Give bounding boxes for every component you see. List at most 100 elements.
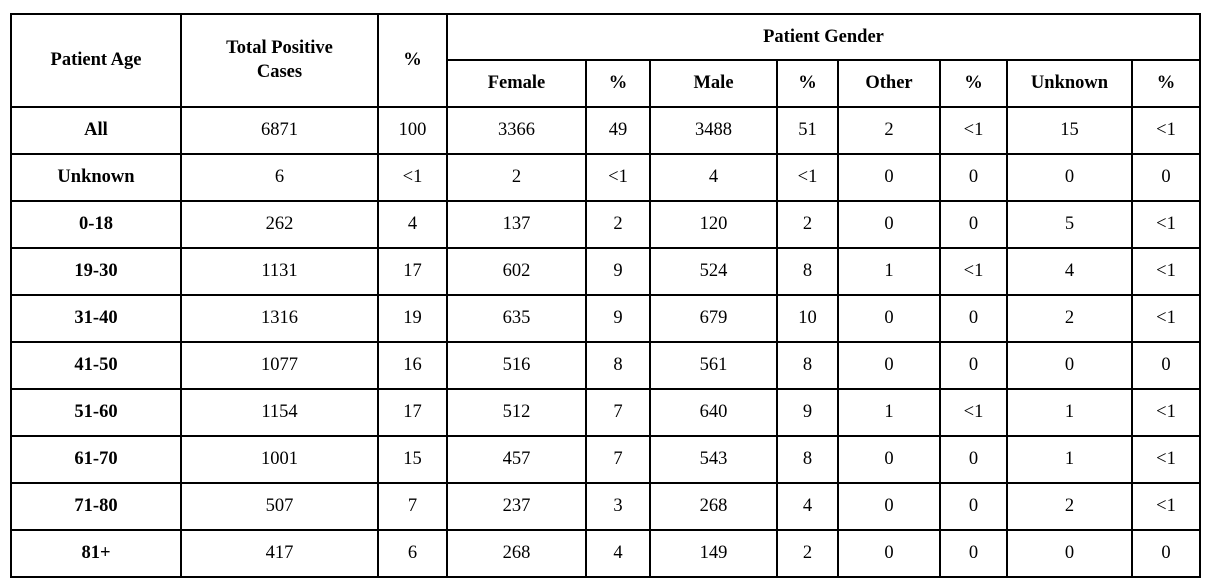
table-header: Patient Age Total Positive Cases % Patie… [10,13,1201,108]
table-row: 81+ 417 6 268 4 149 2 0 0 0 0 [10,529,1201,578]
age-cell: 41-50 [10,341,182,390]
value-cell: <1 [377,153,448,202]
value-cell: 635 [446,294,587,343]
value-cell: 0 [837,482,941,531]
value-cell: 268 [446,529,587,578]
value-cell: 3366 [446,106,587,155]
value-cell: 2 [1006,482,1133,531]
value-cell: 0 [837,529,941,578]
value-cell: 8 [776,435,839,484]
table-row: 71-80 507 7 237 3 268 4 0 0 2 <1 [10,482,1201,531]
value-cell: <1 [585,153,651,202]
value-cell: 8 [776,247,839,296]
header-unknown: Unknown [1006,59,1133,108]
value-cell: 4 [649,153,778,202]
value-cell: 679 [649,294,778,343]
value-cell: 19 [377,294,448,343]
value-cell: 0 [837,200,941,249]
value-cell: 0 [939,482,1008,531]
table-row: 19-30 1131 17 602 9 524 8 1 <1 4 <1 [10,247,1201,296]
age-cell: Unknown [10,153,182,202]
value-cell: 0 [939,529,1008,578]
patient-age-gender-table: Patient Age Total Positive Cases % Patie… [10,13,1201,578]
value-cell: 8 [776,341,839,390]
value-cell: 6 [180,153,379,202]
value-cell: <1 [1131,294,1201,343]
age-cell: 0-18 [10,200,182,249]
value-cell: 2 [446,153,587,202]
value-cell: <1 [939,388,1008,437]
value-cell: <1 [939,247,1008,296]
header-female: Female [446,59,587,108]
header-patient-gender: Patient Gender [446,13,1201,61]
value-cell: 268 [649,482,778,531]
header-male-percent: % [776,59,839,108]
value-cell: 524 [649,247,778,296]
value-cell: 561 [649,341,778,390]
value-cell: 15 [1006,106,1133,155]
header-patient-age: Patient Age [10,13,182,108]
value-cell: 602 [446,247,587,296]
value-cell: 417 [180,529,379,578]
value-cell: 1 [1006,435,1133,484]
value-cell: 0 [1006,153,1133,202]
value-cell: 7 [585,435,651,484]
value-cell: 1154 [180,388,379,437]
value-cell: 0 [939,341,1008,390]
value-cell: 1001 [180,435,379,484]
value-cell: 0 [939,200,1008,249]
value-cell: <1 [939,106,1008,155]
value-cell: 0 [837,435,941,484]
table-row: Unknown 6 <1 2 <1 4 <1 0 0 0 0 [10,153,1201,202]
value-cell: 3 [585,482,651,531]
value-cell: 49 [585,106,651,155]
value-cell: 0 [1131,153,1201,202]
value-cell: 0 [1006,341,1133,390]
value-cell: <1 [1131,388,1201,437]
value-cell: 507 [180,482,379,531]
value-cell: 0 [1131,341,1201,390]
value-cell: <1 [1131,482,1201,531]
value-cell: 0 [837,153,941,202]
value-cell: 51 [776,106,839,155]
age-cell: 71-80 [10,482,182,531]
value-cell: 1077 [180,341,379,390]
value-cell: 2 [1006,294,1133,343]
age-cell: 81+ [10,529,182,578]
value-cell: 9 [585,247,651,296]
value-cell: 8 [585,341,651,390]
value-cell: 9 [585,294,651,343]
value-cell: 0 [939,435,1008,484]
value-cell: 0 [939,153,1008,202]
value-cell: 0 [837,294,941,343]
value-cell: 15 [377,435,448,484]
table-row: 61-70 1001 15 457 7 543 8 0 0 1 <1 [10,435,1201,484]
header-row-sub: Female % Male % Other % Unknown % [11,59,1201,108]
value-cell: 17 [377,247,448,296]
value-cell: 4 [1006,247,1133,296]
value-cell: <1 [1131,106,1201,155]
age-cell: 51-60 [10,388,182,437]
value-cell: 0 [1006,529,1133,578]
value-cell: 640 [649,388,778,437]
value-cell: 5 [1006,200,1133,249]
table-row: 51-60 1154 17 512 7 640 9 1 <1 1 <1 [10,388,1201,437]
value-cell: 2 [585,200,651,249]
value-cell: 17 [377,388,448,437]
header-other: Other [837,59,941,108]
header-row-top: Patient Age Total Positive Cases % Patie… [10,13,1201,108]
header-total-percent: % [377,13,448,108]
header-other-percent: % [939,59,1008,108]
value-cell: 516 [446,341,587,390]
value-cell: 1 [1006,388,1133,437]
value-cell: 2 [776,529,839,578]
value-cell: 7 [377,482,448,531]
value-cell: 4 [776,482,839,531]
value-cell: <1 [1131,200,1201,249]
header-total-positive-cases: Total Positive Cases [180,13,379,108]
table-row: 31-40 1316 19 635 9 679 10 0 0 2 <1 [10,294,1201,343]
value-cell: 120 [649,200,778,249]
value-cell: 149 [649,529,778,578]
value-cell: <1 [1131,435,1201,484]
